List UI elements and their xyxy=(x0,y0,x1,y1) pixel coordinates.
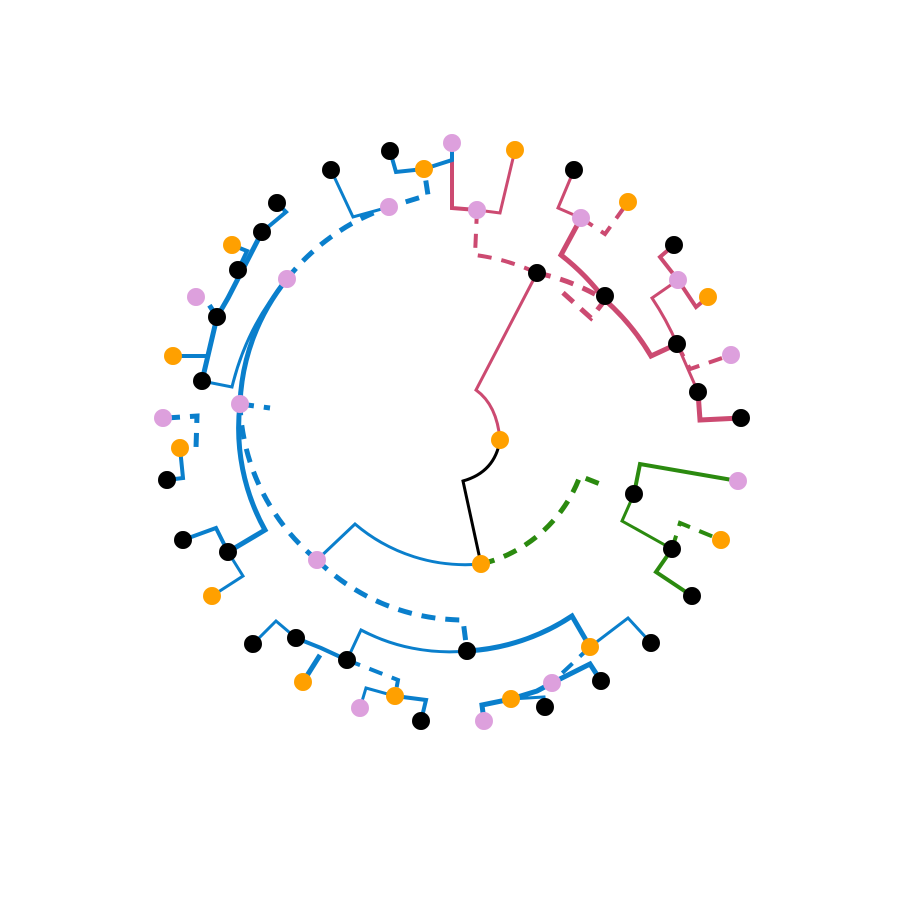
tree-edge-r-14 xyxy=(675,343,732,372)
tree-node-black-11 xyxy=(665,236,683,254)
tree-node-black-23 xyxy=(642,634,660,652)
tree-edge-b-27 xyxy=(329,169,390,219)
tree-edge-r-2 xyxy=(472,209,538,275)
tree-node-black-33 xyxy=(338,651,356,669)
tree-edge-g-19 xyxy=(653,547,694,598)
tree-node-orange-9 xyxy=(619,193,637,211)
tree-node-black-25 xyxy=(592,672,610,690)
tree-node-black-48 xyxy=(208,308,226,326)
tree-node-black-19 xyxy=(625,485,643,503)
tree-edge-r-9 xyxy=(603,298,679,360)
tree-node-black-39 xyxy=(219,543,237,561)
tree-node-orange-47 xyxy=(164,347,182,365)
tree-node-orange-35 xyxy=(294,673,312,691)
tree-edge-b-30 xyxy=(226,403,269,555)
tree-node-black-53 xyxy=(253,223,271,241)
tree-node-black-40 xyxy=(174,531,192,549)
tree-node-black-34 xyxy=(458,642,476,660)
tree-edge-b-41 xyxy=(345,627,468,661)
tree-node-orange-28 xyxy=(502,690,520,708)
tree-node-pink-32 xyxy=(351,699,369,717)
tree-edge-r-8 xyxy=(579,200,630,237)
tree-node-pink-5 xyxy=(443,134,461,152)
tree-node-pink-56 xyxy=(380,198,398,216)
tree-node-black-50 xyxy=(229,261,247,279)
tree-edge-b-22 xyxy=(315,558,470,652)
tree-edge-b-32 xyxy=(211,551,246,598)
tree-node-pink-45 xyxy=(231,395,249,413)
tree-edge-b-26 xyxy=(285,168,431,281)
tree-node-pink-18 xyxy=(729,472,747,490)
tree-nodes xyxy=(154,134,750,730)
tree-edge-g-16 xyxy=(480,472,606,567)
tree-node-black-14 xyxy=(668,335,686,353)
tree-node-pink-26 xyxy=(543,674,561,692)
tree-node-orange-38 xyxy=(203,587,221,605)
tree-node-orange-52 xyxy=(223,236,241,254)
tree-node-black-21 xyxy=(663,540,681,558)
tree-node-black-7 xyxy=(565,161,583,179)
tree-node-orange-24 xyxy=(581,638,599,656)
tree-node-black-3 xyxy=(528,264,546,282)
tree-node-orange-6 xyxy=(506,141,524,159)
root-edge xyxy=(461,439,502,565)
tree-node-black-46 xyxy=(193,372,211,390)
tree-node-black-17 xyxy=(732,409,750,427)
tree-edge-g-20 xyxy=(670,520,722,550)
tree-edge-r-15 xyxy=(695,391,742,423)
tree-edge-b-21 xyxy=(315,521,482,567)
tree-edge-r-5 xyxy=(536,270,609,322)
tree-node-orange-58 xyxy=(415,160,433,178)
tree-node-black-57 xyxy=(381,142,399,160)
tree-node-black-54 xyxy=(268,194,286,212)
tree-node-pink-15 xyxy=(722,346,740,364)
tree-edge-b-49 xyxy=(589,615,653,649)
tree-node-pink-49 xyxy=(187,288,205,306)
tree-node-orange-43 xyxy=(171,439,189,457)
tree-node-black-42 xyxy=(158,471,176,489)
tree-edge-b-46 xyxy=(346,658,401,697)
tree-node-pink-44 xyxy=(154,409,172,427)
tree-edge-g-18 xyxy=(620,493,673,551)
tree-node-pink-29 xyxy=(475,712,493,730)
tree-node-orange-31 xyxy=(386,687,404,705)
tree-edge-r-10 xyxy=(649,278,679,345)
tree-node-pink-51 xyxy=(278,270,296,288)
tree-node-pink-8 xyxy=(572,209,590,227)
tree-edge-b-33 xyxy=(201,278,289,389)
tree-node-black-27 xyxy=(536,698,554,716)
tree-edges xyxy=(165,143,742,722)
tree-node-black-30 xyxy=(412,712,430,730)
tree-node-black-55 xyxy=(322,161,340,179)
tree-node-black-16 xyxy=(689,383,707,401)
tree-edge-b-23 xyxy=(237,403,319,562)
tree-node-orange-2 xyxy=(472,555,490,573)
tree-edge-r-1 xyxy=(474,272,539,441)
tree-node-black-37 xyxy=(244,635,262,653)
tree-node-orange-13 xyxy=(699,288,717,306)
tree-node-black-10 xyxy=(596,287,614,305)
tree-edge-b-42 xyxy=(466,612,593,654)
tree-node-orange-20 xyxy=(712,531,730,549)
tree-node-pink-41 xyxy=(308,551,326,569)
tree-node-pink-12 xyxy=(669,271,687,289)
tree-node-pink-4 xyxy=(468,201,486,219)
tree-node-orange-1 xyxy=(491,431,509,449)
tree-node-black-36 xyxy=(287,629,305,647)
tree-node-black-22 xyxy=(683,587,701,605)
tree-edge-r-3 xyxy=(450,143,478,212)
tree-edge-g-17 xyxy=(632,461,739,495)
